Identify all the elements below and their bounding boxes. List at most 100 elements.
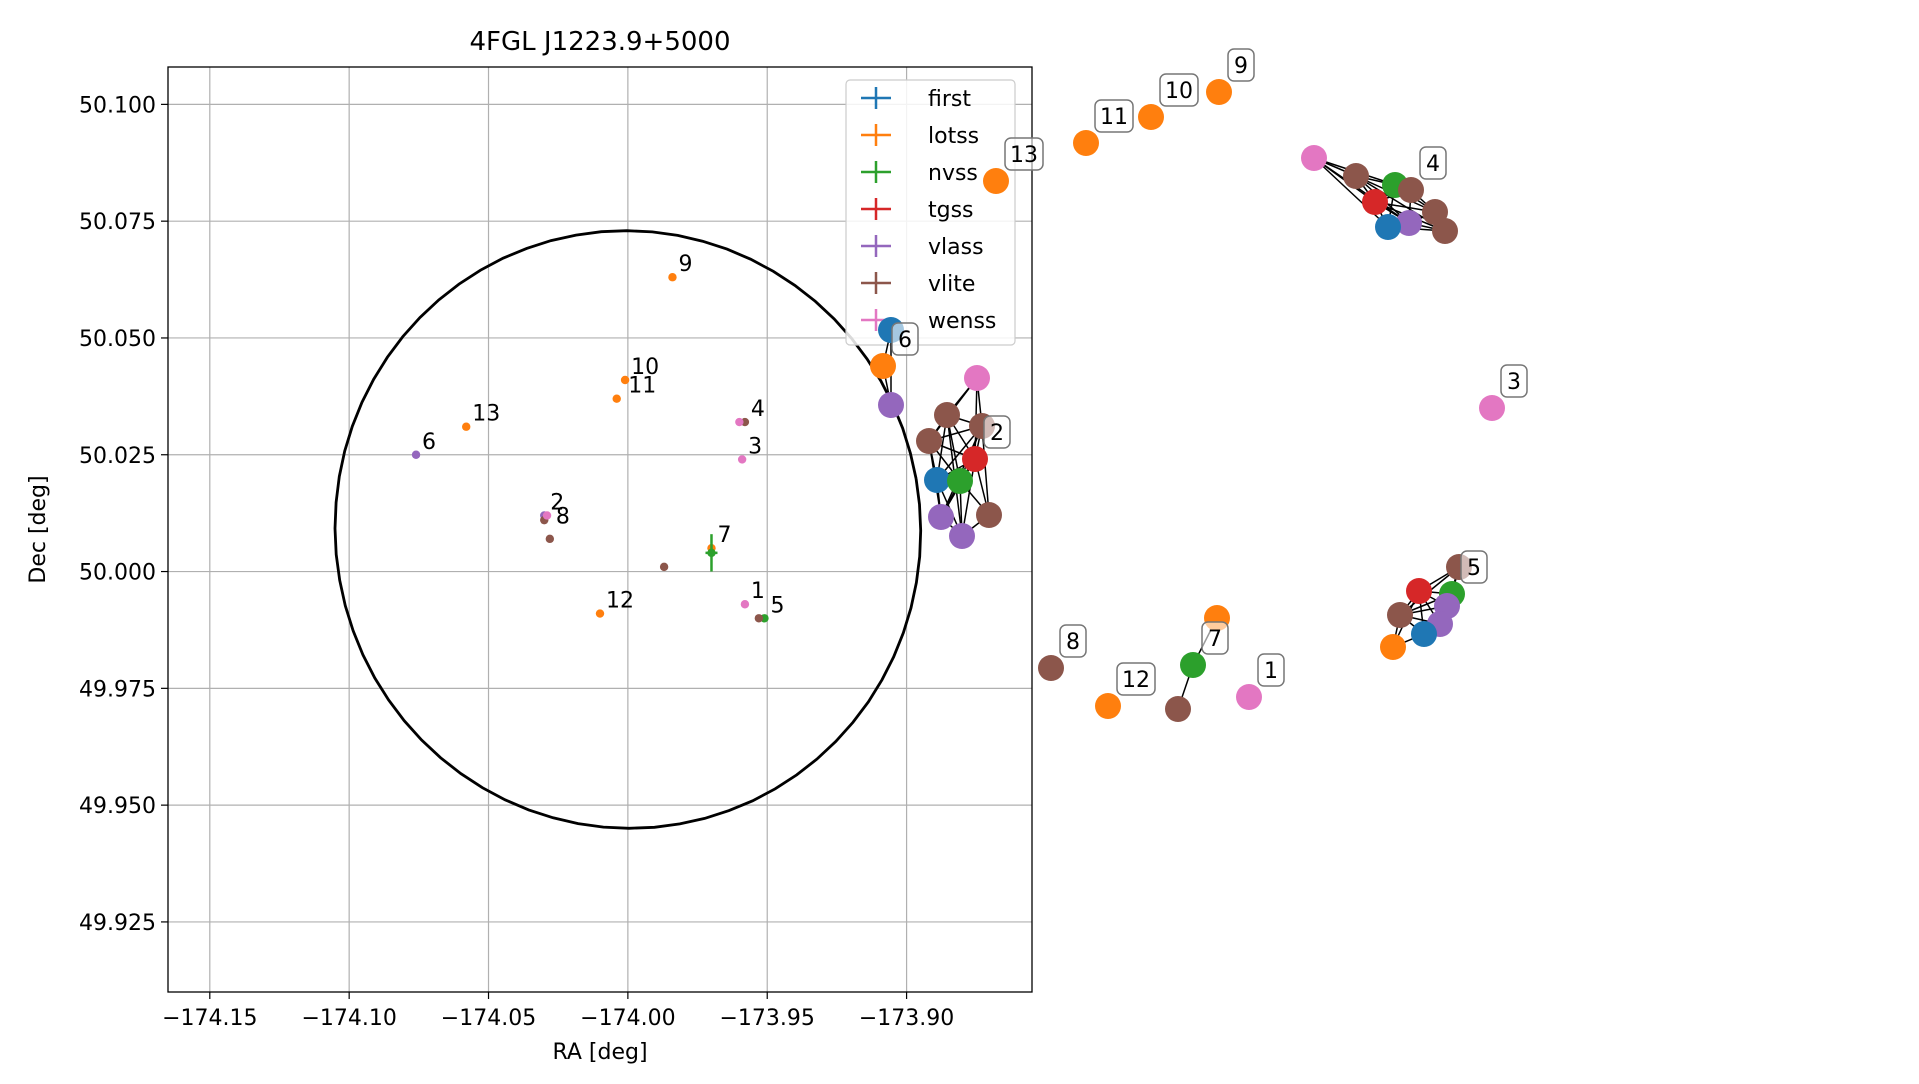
data-points <box>411 273 769 623</box>
point-label: 4 <box>751 397 765 422</box>
y-tick-label: 50.050 <box>79 327 156 352</box>
graph-node-label: 12 <box>1122 668 1150 693</box>
graph-node-vlite <box>1038 655 1064 681</box>
graph-label-box <box>1059 624 1087 658</box>
legend-label: first <box>928 87 971 112</box>
y-tick-label: 50.000 <box>79 561 156 586</box>
graph-node-nvss <box>1180 652 1206 678</box>
axes-frame <box>167 66 1033 993</box>
point-label: 13 <box>472 402 500 427</box>
point-label: 12 <box>606 589 634 614</box>
graph-node-wenss <box>1236 684 1262 710</box>
point-label: 11 <box>628 374 656 399</box>
data-point-vlite <box>754 614 764 623</box>
y-tick-label: 50.025 <box>79 444 156 469</box>
graph-node-lotss <box>1073 130 1099 156</box>
graph-label-box <box>891 322 919 356</box>
axis-ticks: −174.15 −174.10 −174.05 −174.00 −173.95 −173.… <box>79 93 954 1031</box>
graph-label-box <box>1004 137 1044 171</box>
graph-node-label: 13 <box>1010 143 1038 168</box>
graph-label-box <box>1159 73 1199 107</box>
point-label: 7 <box>717 523 731 548</box>
graph-node-first <box>924 467 950 493</box>
graph-node-vlite <box>1343 163 1369 189</box>
graph-node-label: 10 <box>1165 79 1193 104</box>
legend-label: wenss <box>928 309 996 334</box>
y-tick-label: 49.975 <box>79 677 156 702</box>
graph-node-nvss <box>947 468 973 494</box>
graph-node-vlite <box>1387 602 1413 628</box>
graph-label-box <box>1227 48 1255 82</box>
graph-node-label: 9 <box>1234 54 1248 79</box>
data-point-vlass <box>411 450 421 459</box>
graph-node-labels: 13 11 10 9 4 6 3 2 5 7 8 12 1 <box>891 48 1528 696</box>
graph-node-vlite <box>1165 696 1191 722</box>
x-tick-label: −173.90 <box>859 1006 954 1031</box>
y-axis-label: Dec [deg] <box>26 475 51 583</box>
legend-label: vlite <box>928 272 975 297</box>
graph-node-label: 1 <box>1264 659 1278 684</box>
graph-label-box <box>1257 653 1285 687</box>
y-tick-label: 50.075 <box>79 210 156 235</box>
graph-node-label: 7 <box>1208 627 1222 652</box>
graph-label-box <box>1116 662 1156 696</box>
graph-node-tgss <box>1406 578 1432 604</box>
graph-node-first <box>1411 621 1437 647</box>
graph-edge <box>1313 157 1410 224</box>
graph-node-label: 5 <box>1467 556 1481 581</box>
graph-node-vlite <box>1432 218 1458 244</box>
x-axis-label: RA [deg] <box>552 1040 647 1065</box>
graph-nodes <box>870 79 1505 722</box>
graph-node-label: 11 <box>1100 105 1128 130</box>
legend-label: lotss <box>928 124 979 149</box>
data-point-lotss <box>612 394 621 403</box>
graph-label-box <box>1094 99 1134 133</box>
data-point-nvss <box>707 548 716 558</box>
graph-node-vlite <box>1398 177 1424 203</box>
graph-label-box <box>1460 550 1488 584</box>
y-tick-label: 49.950 <box>79 794 156 819</box>
data-point-wenss <box>735 417 744 427</box>
graph-node-label: 2 <box>990 421 1004 446</box>
graph-edge <box>981 425 990 516</box>
data-point-wenss <box>542 511 552 520</box>
x-tick-label: −174.05 <box>441 1006 536 1031</box>
graph-node-vlass <box>949 523 975 549</box>
y-tick-label: 50.100 <box>79 93 156 118</box>
graph-node-vlass <box>878 392 904 418</box>
point-label: 9 <box>678 252 692 277</box>
graph-node-lotss <box>1380 634 1406 660</box>
point-label: 6 <box>422 430 436 455</box>
graph-label-box <box>1201 621 1229 655</box>
network-graph: 13 11 10 9 4 6 3 2 5 7 8 12 1 <box>870 48 1528 722</box>
graph-node-wenss <box>1301 145 1327 171</box>
graph-node-label: 6 <box>898 328 912 353</box>
data-point-vlite <box>659 562 669 572</box>
graph-node-first <box>1375 214 1401 240</box>
graph-node-lotss <box>983 168 1009 194</box>
data-point-lotss <box>462 422 471 431</box>
point-label: 5 <box>770 593 784 618</box>
data-point-vlite <box>545 534 555 544</box>
point-label: 2 <box>550 490 564 515</box>
legend: first lotss nvss tgss vlass vlite wenss <box>845 79 1016 346</box>
legend-label: tgss <box>928 198 974 223</box>
x-tick-label: −174.10 <box>301 1006 396 1031</box>
graph-edge <box>1313 157 1389 228</box>
graph-node-label: 4 <box>1426 152 1440 177</box>
graph-node-wenss <box>1479 395 1505 421</box>
graph-node-label: 3 <box>1507 370 1521 395</box>
chart-title: 4FGL J1223.9+5000 <box>470 27 731 57</box>
graph-node-lotss <box>870 353 896 379</box>
graph-node-label: 8 <box>1066 630 1080 655</box>
ellipse-outline <box>333 229 923 830</box>
x-tick-label: −174.15 <box>162 1006 257 1031</box>
point-label: 1 <box>751 579 765 604</box>
data-point-wenss <box>740 600 750 609</box>
graph-node-vlite <box>916 428 942 454</box>
graph-label-box <box>1500 364 1528 398</box>
data-point-lotss <box>595 609 605 618</box>
